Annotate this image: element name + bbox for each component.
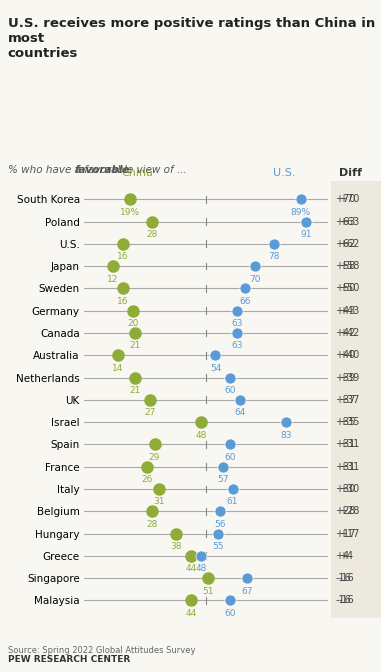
Text: +37: +37 bbox=[339, 395, 359, 405]
Text: Diff: Diff bbox=[339, 168, 362, 178]
Text: 48: 48 bbox=[195, 431, 207, 439]
Text: 91: 91 bbox=[300, 230, 311, 239]
Text: U.S.: U.S. bbox=[272, 168, 295, 178]
Text: +28: +28 bbox=[339, 506, 359, 516]
Text: 12: 12 bbox=[107, 275, 119, 284]
Text: 60: 60 bbox=[224, 386, 236, 395]
Text: +40: +40 bbox=[335, 350, 355, 360]
Text: +42: +42 bbox=[335, 328, 355, 338]
Text: 54: 54 bbox=[210, 364, 221, 373]
Text: 64: 64 bbox=[234, 409, 246, 417]
Text: China: China bbox=[122, 168, 154, 178]
Text: +4: +4 bbox=[339, 551, 353, 561]
Text: +30: +30 bbox=[339, 484, 359, 494]
Text: favorable: favorable bbox=[74, 165, 130, 175]
Text: 31: 31 bbox=[154, 497, 165, 507]
Text: +28: +28 bbox=[335, 506, 355, 516]
Text: 66: 66 bbox=[239, 297, 250, 306]
Text: +58: +58 bbox=[335, 261, 355, 271]
Text: 63: 63 bbox=[232, 341, 243, 351]
Text: +43: +43 bbox=[335, 306, 355, 316]
Text: 28: 28 bbox=[146, 230, 158, 239]
Text: +35: +35 bbox=[339, 417, 359, 427]
Text: 44: 44 bbox=[186, 609, 197, 618]
Text: 38: 38 bbox=[171, 542, 182, 551]
Text: -16: -16 bbox=[339, 595, 355, 605]
Text: +43: +43 bbox=[339, 306, 359, 316]
Text: 70: 70 bbox=[249, 275, 260, 284]
Text: 29: 29 bbox=[149, 453, 160, 462]
Text: +62: +62 bbox=[339, 239, 359, 249]
Text: +70: +70 bbox=[335, 194, 355, 204]
Text: +35: +35 bbox=[335, 417, 355, 427]
Text: +31: +31 bbox=[339, 439, 359, 450]
Text: 61: 61 bbox=[227, 497, 238, 507]
Text: +39: +39 bbox=[335, 372, 355, 382]
Text: 19%: 19% bbox=[120, 208, 140, 217]
Text: 21: 21 bbox=[129, 386, 141, 395]
Text: 27: 27 bbox=[144, 409, 155, 417]
Text: 44: 44 bbox=[186, 564, 197, 573]
Text: Source: Spring 2022 Global Attitudes Survey: Source: Spring 2022 Global Attitudes Sur… bbox=[8, 646, 195, 655]
Text: -16: -16 bbox=[335, 573, 351, 583]
Text: +50: +50 bbox=[339, 284, 359, 294]
Text: 21: 21 bbox=[129, 341, 141, 351]
Text: 83: 83 bbox=[280, 431, 292, 439]
Text: 63: 63 bbox=[232, 319, 243, 328]
Text: +4: +4 bbox=[335, 551, 349, 561]
Text: 51: 51 bbox=[202, 587, 214, 595]
Text: 78: 78 bbox=[268, 252, 280, 261]
Text: 14: 14 bbox=[112, 364, 124, 373]
Text: -16: -16 bbox=[335, 595, 351, 605]
Text: +42: +42 bbox=[339, 328, 359, 338]
Text: % who have a favorable view of ...: % who have a favorable view of ... bbox=[8, 165, 186, 175]
Text: 28: 28 bbox=[146, 519, 158, 529]
Text: 89%: 89% bbox=[291, 208, 311, 217]
Text: +37: +37 bbox=[335, 395, 355, 405]
Text: 60: 60 bbox=[224, 453, 236, 462]
Text: 55: 55 bbox=[212, 542, 224, 551]
Text: U.S. receives more positive ratings than China in most
countries: U.S. receives more positive ratings than… bbox=[8, 17, 375, 60]
Text: 26: 26 bbox=[141, 475, 153, 484]
Text: +31: +31 bbox=[335, 462, 355, 472]
Text: -16: -16 bbox=[339, 573, 355, 583]
Text: 57: 57 bbox=[217, 475, 229, 484]
Text: +62: +62 bbox=[335, 239, 355, 249]
Text: +17: +17 bbox=[335, 529, 355, 538]
Text: +30: +30 bbox=[335, 484, 355, 494]
Text: 16: 16 bbox=[117, 297, 128, 306]
Text: +70: +70 bbox=[339, 194, 359, 204]
Text: 16: 16 bbox=[117, 252, 128, 261]
Text: +17: +17 bbox=[339, 529, 359, 538]
Text: +63: +63 bbox=[339, 216, 359, 226]
Text: PEW RESEARCH CENTER: PEW RESEARCH CENTER bbox=[8, 655, 130, 664]
Text: +63: +63 bbox=[335, 216, 355, 226]
Text: 48: 48 bbox=[195, 564, 207, 573]
Text: +50: +50 bbox=[335, 284, 355, 294]
Text: +31: +31 bbox=[335, 439, 355, 450]
Text: +58: +58 bbox=[339, 261, 359, 271]
Text: 20: 20 bbox=[127, 319, 138, 328]
Text: 60: 60 bbox=[224, 609, 236, 618]
Text: +39: +39 bbox=[339, 372, 359, 382]
Text: +40: +40 bbox=[339, 350, 359, 360]
Text: 67: 67 bbox=[242, 587, 253, 595]
Text: +31: +31 bbox=[339, 462, 359, 472]
Text: 56: 56 bbox=[215, 519, 226, 529]
